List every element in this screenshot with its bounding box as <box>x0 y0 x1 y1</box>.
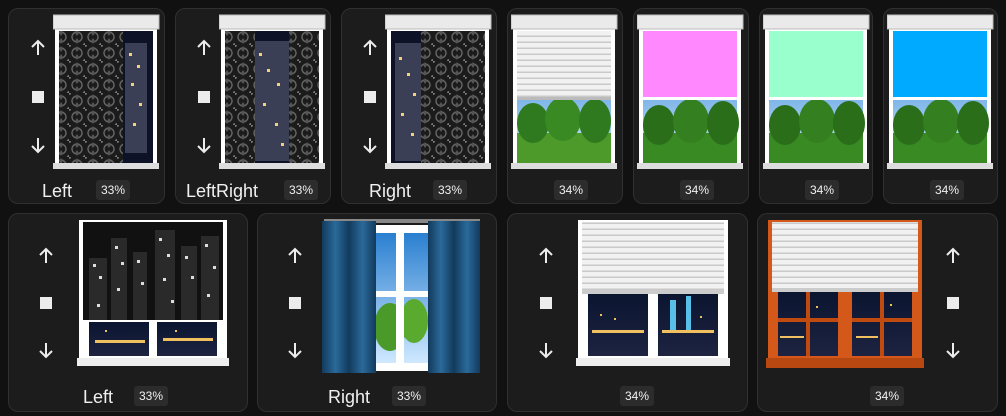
close-button[interactable] <box>34 338 58 362</box>
close-button[interactable] <box>26 133 50 157</box>
open-button[interactable] <box>26 36 50 60</box>
close-button[interactable] <box>283 338 307 362</box>
curtain-image[interactable] <box>320 217 482 375</box>
position-badge: 33% <box>284 180 319 200</box>
blind-image[interactable] <box>763 13 871 171</box>
blind-image[interactable] <box>766 218 924 370</box>
position-badge: 34% <box>620 386 655 406</box>
blind-card-mint: 34% <box>759 8 873 204</box>
open-button[interactable] <box>941 244 965 268</box>
open-button[interactable] <box>534 244 558 268</box>
close-button[interactable] <box>358 133 382 157</box>
stop-icon <box>947 297 959 309</box>
blind-label: Left <box>83 387 114 407</box>
position-badge: 34% <box>930 180 965 200</box>
open-button[interactable] <box>283 244 307 268</box>
blind-image[interactable] <box>219 13 327 171</box>
blind-image[interactable] <box>887 13 995 171</box>
arrow-down-icon <box>538 341 554 359</box>
stop-button[interactable] <box>283 291 307 315</box>
blind-label: Left <box>42 181 73 201</box>
stop-icon <box>364 91 376 103</box>
blind-card-white: 34% <box>507 8 623 204</box>
arrow-down-icon <box>38 341 54 359</box>
arrow-up-icon <box>196 39 212 57</box>
blind-image[interactable] <box>385 13 493 171</box>
stop-icon <box>32 91 44 103</box>
arrow-down-icon <box>287 341 303 359</box>
position-badge: 34% <box>554 180 589 200</box>
position-badge: 33% <box>392 386 427 406</box>
arrow-down-icon <box>196 136 212 154</box>
blind-card-right-bottom: Right 33% <box>257 213 497 412</box>
arrow-up-icon <box>362 39 378 57</box>
arrow-up-icon <box>38 247 54 265</box>
position-badge: 33% <box>134 386 169 406</box>
blind-label: Right <box>369 181 412 201</box>
blind-label: LeftRight <box>186 181 259 201</box>
open-button[interactable] <box>192 36 216 60</box>
arrow-up-icon <box>945 247 961 265</box>
open-button[interactable] <box>34 244 58 268</box>
stop-icon <box>40 297 52 309</box>
stop-button[interactable] <box>534 291 558 315</box>
stop-icon <box>540 297 552 309</box>
close-button[interactable] <box>534 338 558 362</box>
blind-label: Right <box>328 387 371 407</box>
arrow-up-icon <box>30 39 46 57</box>
blind-card-left-bottom: Left 33% <box>8 213 248 412</box>
stop-button[interactable] <box>192 85 216 109</box>
blind-image[interactable] <box>53 13 161 171</box>
arrow-up-icon <box>538 247 554 265</box>
blind-card-white-venetian: 34% <box>507 213 748 412</box>
blind-image[interactable] <box>511 13 619 171</box>
arrow-down-icon <box>362 136 378 154</box>
blind-card-right-top: Right 33% <box>341 8 497 204</box>
stop-button[interactable] <box>941 291 965 315</box>
arrow-down-icon <box>945 341 961 359</box>
position-badge: 34% <box>870 386 905 406</box>
blind-card-blue: 34% <box>883 8 998 204</box>
stop-button[interactable] <box>26 85 50 109</box>
stop-icon <box>289 297 301 309</box>
stop-button[interactable] <box>34 291 58 315</box>
close-button[interactable] <box>192 133 216 157</box>
blind-card-wood-venetian: 34% <box>757 213 998 412</box>
stop-icon <box>198 91 210 103</box>
arrow-up-icon <box>287 247 303 265</box>
arrow-down-icon <box>30 136 46 154</box>
position-badge: 33% <box>96 180 131 200</box>
blind-card-pink: 34% <box>633 8 749 204</box>
close-button[interactable] <box>941 338 965 362</box>
blind-card-leftright: LeftRight 33% <box>175 8 331 204</box>
position-badge: 34% <box>805 180 840 200</box>
blind-image[interactable] <box>574 218 732 370</box>
stop-button[interactable] <box>358 85 382 109</box>
blind-image[interactable] <box>637 13 745 171</box>
open-button[interactable] <box>358 36 382 60</box>
blind-image[interactable] <box>75 218 231 370</box>
position-badge: 33% <box>433 180 468 200</box>
position-badge: 34% <box>680 180 715 200</box>
blind-card-left-top: Left 33% <box>8 8 165 204</box>
